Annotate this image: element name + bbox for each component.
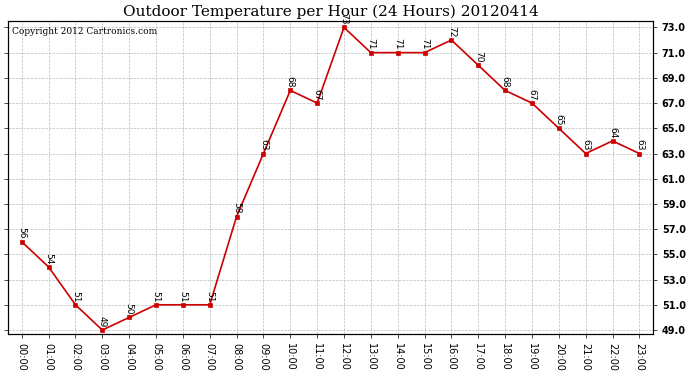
Text: 51: 51	[205, 291, 214, 302]
Text: 54: 54	[44, 253, 53, 264]
Text: 51: 51	[152, 291, 161, 302]
Text: 65: 65	[554, 114, 563, 126]
Text: 50: 50	[125, 303, 134, 315]
Text: 68: 68	[286, 76, 295, 88]
Text: 63: 63	[635, 139, 644, 151]
Title: Outdoor Temperature per Hour (24 Hours) 20120414: Outdoor Temperature per Hour (24 Hours) …	[123, 4, 538, 18]
Text: 58: 58	[232, 202, 241, 214]
Text: 71: 71	[366, 38, 375, 50]
Text: 64: 64	[608, 127, 617, 138]
Text: 70: 70	[474, 51, 483, 63]
Text: 63: 63	[259, 139, 268, 151]
Text: 56: 56	[17, 228, 26, 239]
Text: 49: 49	[98, 316, 107, 327]
Text: 71: 71	[420, 38, 429, 50]
Text: 68: 68	[501, 76, 510, 88]
Text: 71: 71	[393, 38, 402, 50]
Text: 67: 67	[527, 89, 536, 100]
Text: 72: 72	[447, 26, 456, 37]
Text: 51: 51	[179, 291, 188, 302]
Text: 51: 51	[71, 291, 80, 302]
Text: Copyright 2012 Cartronics.com: Copyright 2012 Cartronics.com	[12, 27, 157, 36]
Text: 67: 67	[313, 89, 322, 100]
Text: 63: 63	[581, 139, 590, 151]
Text: 73: 73	[339, 13, 348, 25]
